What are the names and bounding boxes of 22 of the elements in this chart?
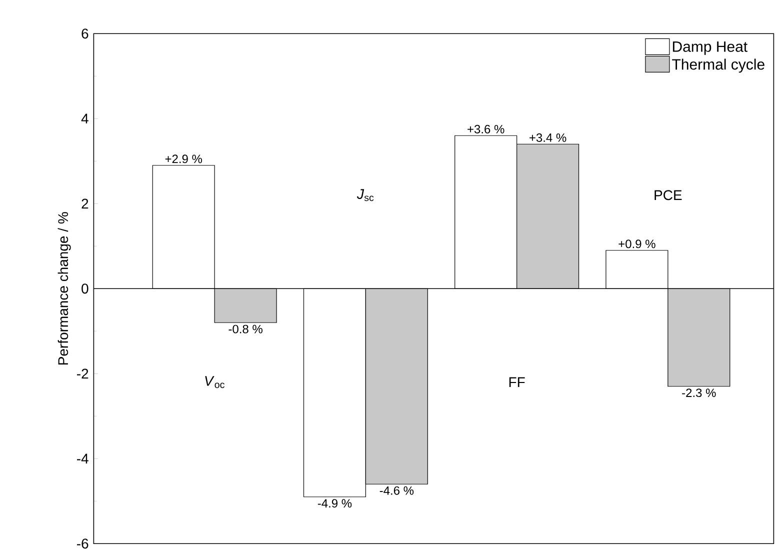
x-tick-label: V$_{oc}$: [205, 376, 224, 388]
y-tick-label: -6: [77, 538, 88, 549]
x-tick-label: PCE: [654, 190, 682, 200]
legend-label: Damp Heat: [672, 41, 748, 55]
data-label: -4.9 %: [318, 499, 352, 508]
data-label: -4.6 %: [380, 486, 414, 495]
y-tick-label: 4: [81, 114, 88, 124]
data-label: +0.9 %: [618, 240, 656, 248]
data-label: -2.3 %: [682, 388, 716, 398]
data-label: +3.4 %: [530, 133, 566, 142]
data-label: -0.8 %: [228, 324, 262, 334]
y-tick-label: -4: [77, 454, 88, 464]
data-label: +2.9 %: [165, 154, 202, 164]
y-axis-title: Performance change / %: [58, 212, 71, 365]
legend-label: Thermal cycle: [672, 58, 764, 73]
x-tick-label: FF: [509, 377, 525, 387]
y-tick-label: 0: [82, 284, 88, 294]
y-tick-label: -2: [77, 368, 88, 379]
y-tick-label: 2: [82, 198, 88, 209]
x-tick-label: J$_{sc}$: [356, 189, 374, 202]
y-tick-label: 6: [82, 28, 88, 39]
data-label: +3.6 %: [468, 124, 504, 134]
